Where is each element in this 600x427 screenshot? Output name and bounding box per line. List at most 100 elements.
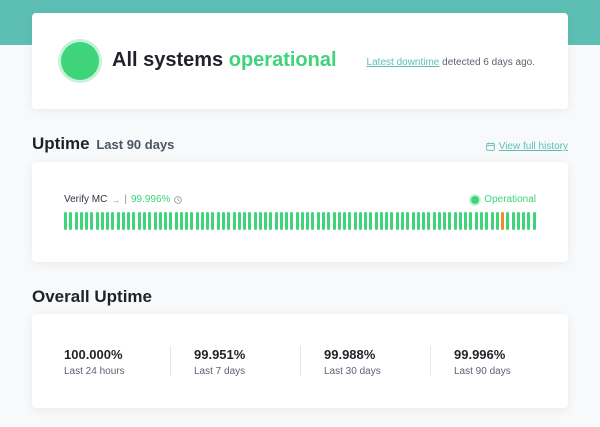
uptime-day-bar[interactable] — [316, 212, 320, 230]
uptime-day-bar[interactable] — [322, 212, 326, 230]
uptime-day-bar[interactable] — [432, 212, 436, 230]
uptime-day-bar[interactable] — [311, 212, 315, 230]
uptime-day-bar[interactable] — [158, 212, 162, 230]
uptime-day-bar[interactable] — [464, 212, 468, 230]
stat-label: Last 7 days — [194, 366, 246, 377]
uptime-day-bar[interactable] — [532, 212, 536, 230]
uptime-day-bar[interactable] — [106, 212, 110, 230]
uptime-day-bar[interactable] — [79, 212, 83, 230]
uptime-day-bar[interactable] — [164, 212, 168, 230]
uptime-day-bar[interactable] — [522, 212, 526, 230]
uptime-day-bar[interactable] — [195, 212, 199, 230]
uptime-day-bar[interactable] — [300, 212, 304, 230]
uptime-day-bar[interactable] — [453, 212, 457, 230]
latest-downtime-link[interactable]: Latest downtime — [366, 57, 440, 68]
service-name[interactable]: Verify MC — [64, 194, 108, 205]
uptime-day-bar[interactable] — [511, 212, 515, 230]
uptime-day-bar[interactable] — [216, 212, 220, 230]
uptime-day-bar[interactable] — [411, 212, 415, 230]
uptime-day-bar[interactable] — [148, 212, 152, 230]
uptime-day-bar[interactable] — [127, 212, 131, 230]
stat-value: 99.951% — [194, 347, 246, 362]
uptime-day-bar[interactable] — [200, 212, 204, 230]
uptime-day-bar[interactable] — [137, 212, 141, 230]
uptime-day-bar[interactable] — [395, 212, 399, 230]
uptime-day-bar[interactable] — [348, 212, 352, 230]
uptime-day-bar[interactable] — [111, 212, 115, 230]
stat-30d: 99.988% Last 30 days — [324, 347, 454, 377]
uptime-day-bar[interactable] — [74, 212, 78, 230]
uptime-day-bar[interactable] — [206, 212, 210, 230]
uptime-day-bar[interactable] — [485, 212, 489, 230]
uptime-day-bar[interactable] — [479, 212, 483, 230]
uptime-day-bar[interactable] — [116, 212, 120, 230]
uptime-day-bar[interactable] — [279, 212, 283, 230]
uptime-day-bar[interactable] — [248, 212, 252, 230]
service-arrow-icon[interactable]: → — [111, 194, 121, 205]
uptime-day-bar[interactable] — [258, 212, 262, 230]
uptime-day-bar[interactable] — [474, 212, 478, 230]
uptime-day-bar[interactable] — [385, 212, 389, 230]
uptime-day-bar[interactable] — [211, 212, 215, 230]
uptime-day-bar[interactable] — [227, 212, 231, 230]
uptime-day-bar[interactable] — [527, 212, 531, 230]
uptime-day-bar[interactable] — [390, 212, 394, 230]
uptime-day-bar-incident[interactable] — [501, 212, 505, 230]
uptime-day-bar[interactable] — [516, 212, 520, 230]
uptime-day-bar[interactable] — [306, 212, 310, 230]
uptime-day-bar[interactable] — [332, 212, 336, 230]
uptime-day-bar[interactable] — [85, 212, 89, 230]
uptime-day-bar[interactable] — [337, 212, 341, 230]
uptime-day-bar[interactable] — [490, 212, 494, 230]
uptime-day-bar[interactable] — [142, 212, 146, 230]
uptime-day-bar[interactable] — [358, 212, 362, 230]
uptime-day-bar[interactable] — [416, 212, 420, 230]
uptime-day-bar[interactable] — [221, 212, 225, 230]
stat-value: 99.996% — [454, 347, 506, 362]
uptime-day-bar[interactable] — [327, 212, 331, 230]
uptime-day-bar[interactable] — [374, 212, 378, 230]
uptime-day-bar[interactable] — [343, 212, 347, 230]
uptime-day-bar[interactable] — [264, 212, 268, 230]
uptime-day-bar[interactable] — [458, 212, 462, 230]
uptime-day-bar[interactable] — [437, 212, 441, 230]
uptime-day-bar[interactable] — [253, 212, 257, 230]
uptime-day-bar[interactable] — [427, 212, 431, 230]
uptime-day-bar[interactable] — [274, 212, 278, 230]
uptime-day-bar[interactable] — [190, 212, 194, 230]
clock-icon[interactable] — [174, 195, 183, 204]
uptime-day-bar[interactable] — [179, 212, 183, 230]
uptime-bars — [64, 212, 536, 230]
uptime-day-bar[interactable] — [401, 212, 404, 230]
uptime-day-bar[interactable] — [469, 212, 473, 230]
uptime-day-bar[interactable] — [69, 212, 73, 230]
uptime-day-bar[interactable] — [353, 212, 357, 230]
uptime-day-bar[interactable] — [169, 212, 173, 230]
uptime-day-bar[interactable] — [295, 212, 299, 230]
uptime-day-bar[interactable] — [379, 212, 383, 230]
uptime-day-bar[interactable] — [406, 212, 410, 230]
uptime-day-bar[interactable] — [506, 212, 510, 230]
uptime-day-bar[interactable] — [121, 212, 125, 230]
uptime-day-bar[interactable] — [100, 212, 104, 230]
uptime-day-bar[interactable] — [153, 212, 157, 230]
uptime-day-bar[interactable] — [269, 212, 273, 230]
uptime-day-bar[interactable] — [495, 212, 499, 230]
uptime-day-bar[interactable] — [90, 212, 94, 230]
uptime-day-bar[interactable] — [185, 212, 189, 230]
uptime-day-bar[interactable] — [232, 212, 236, 230]
uptime-day-bar[interactable] — [448, 212, 452, 230]
uptime-day-bar[interactable] — [290, 212, 294, 230]
uptime-day-bar[interactable] — [285, 212, 289, 230]
uptime-day-bar[interactable] — [237, 212, 241, 230]
uptime-day-bar[interactable] — [422, 212, 426, 230]
uptime-day-bar[interactable] — [369, 212, 373, 230]
uptime-day-bar[interactable] — [64, 212, 67, 230]
uptime-day-bar[interactable] — [95, 212, 99, 230]
view-full-history-link[interactable]: View full history — [485, 141, 568, 152]
uptime-day-bar[interactable] — [364, 212, 368, 230]
uptime-day-bar[interactable] — [132, 212, 136, 230]
uptime-day-bar[interactable] — [443, 212, 447, 230]
uptime-day-bar[interactable] — [174, 212, 178, 230]
uptime-day-bar[interactable] — [243, 212, 247, 230]
